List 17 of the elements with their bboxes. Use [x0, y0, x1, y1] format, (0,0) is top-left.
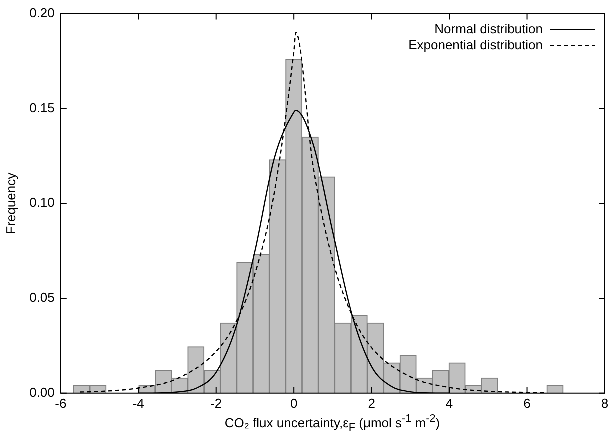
- y-tick-label: 0.20: [30, 5, 55, 20]
- legend-label: Exponential distribution: [408, 37, 543, 52]
- y-tick-label: 0.10: [30, 195, 55, 210]
- x-axis-title: CO₂ flux uncertainty,ε$_{F}$ (μmol s$^{-1}$ m$^{-2}$): [224, 413, 442, 434]
- x-tick-label: -6: [55, 396, 67, 411]
- legend-label: Normal distribution: [434, 21, 543, 36]
- y-tick-label: 0.05: [30, 290, 55, 306]
- x-tick-label: -4: [132, 396, 144, 411]
- y-axis-title: Frequency: [3, 172, 18, 234]
- x-tick-label: 0: [290, 396, 298, 411]
- x-tick-label: 6: [524, 396, 531, 411]
- x-tick-label: 4: [446, 396, 454, 411]
- y-tick-label: 0.00: [30, 384, 55, 400]
- x-tick-label: -2: [210, 396, 222, 411]
- x-tick-label: 2: [368, 396, 376, 411]
- y-tick-label: 0.15: [30, 100, 55, 116]
- x-tick-label: 8: [601, 396, 609, 411]
